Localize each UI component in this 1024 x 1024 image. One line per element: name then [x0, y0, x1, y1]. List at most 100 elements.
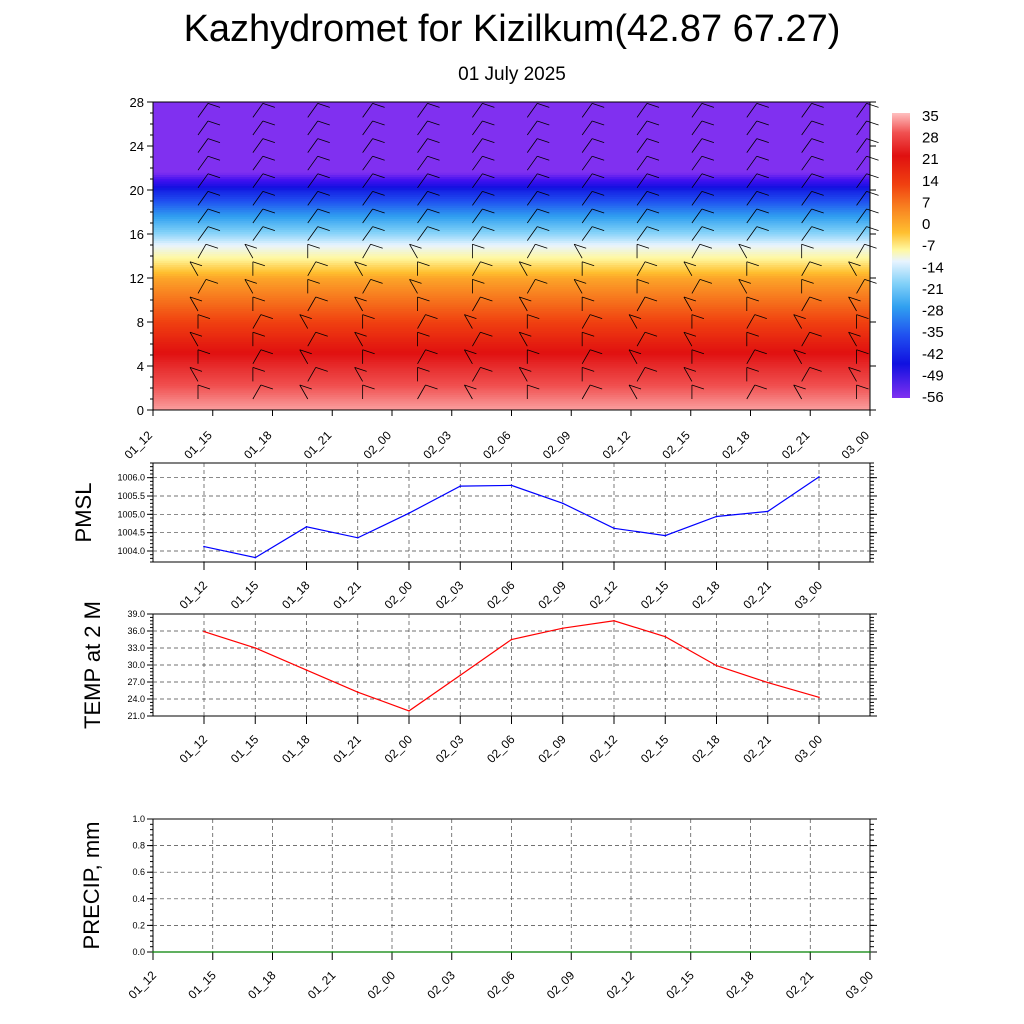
pmsl-panel: 1004.0 1004.5 1005.0 1005.5 1006.0 01_12 01_15… [71, 462, 877, 612]
y-tick-label: 20 [130, 183, 144, 198]
wind-barb [856, 155, 867, 171]
heat-band [153, 378, 870, 382]
wind-barb-flag [866, 120, 879, 126]
wind-barb [573, 244, 583, 259]
y-tick-label: 1004.5 [117, 528, 145, 538]
wind-barb-flag [482, 155, 495, 161]
heat-band [153, 103, 870, 107]
x-tick-label: 02_09 [544, 968, 578, 1002]
x-tick-label: 01_21 [330, 578, 364, 612]
wind-barb-flag [362, 384, 375, 390]
heat-band [153, 389, 870, 393]
wind-barb-flag [252, 331, 266, 337]
heat-band [153, 205, 870, 208]
x-tick-label: 02_09 [540, 428, 574, 462]
x-tick-label: 02_18 [723, 968, 757, 1002]
data-point [510, 638, 513, 641]
x-tick-label: 03_00 [839, 428, 873, 462]
x-tick-label: 01_15 [185, 968, 219, 1002]
wind-barb [252, 384, 262, 400]
wind-barb-flag [262, 120, 276, 126]
wind-barb-flag [354, 331, 367, 337]
wind-barb-flag [809, 367, 822, 372]
wind-barb [691, 208, 703, 224]
wind-barb-flag [701, 191, 715, 196]
wind-barb [636, 191, 648, 206]
heat-band [153, 370, 870, 373]
wind-barb-flag [592, 103, 605, 108]
wind-barb-flag [592, 208, 605, 214]
wind-barb [628, 384, 638, 400]
wind-barb-flag [574, 279, 587, 284]
heat-band [153, 268, 870, 272]
heat-band [153, 172, 870, 175]
heat-band [153, 282, 870, 285]
wind-barb-flag [425, 384, 438, 390]
wind-barb-flag [354, 296, 367, 302]
wind-barb [518, 296, 528, 312]
wind-barb-flag [756, 208, 769, 214]
heat-band [153, 312, 870, 316]
data-point [561, 502, 564, 505]
heat-band [153, 200, 870, 204]
heat-band [153, 224, 870, 228]
wind-barb [691, 173, 703, 189]
heat-band [153, 330, 870, 334]
wind-barb-flag [417, 331, 430, 337]
wind-barb-flag [646, 138, 660, 143]
wind-barb-flag [427, 120, 440, 126]
heat-band [153, 350, 870, 354]
wind-barb-flag [427, 191, 440, 196]
y-tick-label: 1006.0 [117, 473, 145, 483]
heat-band [153, 238, 870, 241]
wind-barb [856, 226, 867, 241]
wind-barb-flag [372, 208, 385, 214]
wind-barb-flag [307, 243, 320, 249]
wind-barb [683, 332, 693, 347]
wind-barb [856, 173, 867, 189]
heat-band [153, 308, 870, 312]
wind-barb [856, 103, 867, 118]
wind-barb [252, 155, 264, 171]
y-tick-label: 0.6 [132, 867, 145, 877]
wind-barb [362, 279, 371, 294]
wind-barb-flag [793, 349, 806, 355]
wind-barb [848, 261, 857, 276]
wind-barb-flag [372, 155, 385, 161]
x-tick-label: 01_15 [181, 428, 215, 462]
heat-band [153, 167, 870, 171]
wind-barb [472, 103, 483, 118]
wind-barb-flag [317, 138, 330, 143]
wind-barb-flag [582, 367, 595, 372]
wind-barb-flag [592, 138, 605, 143]
wind-barb-flag [856, 384, 869, 390]
wind-barb-flag [866, 103, 879, 108]
wind-barb-flag [644, 261, 658, 267]
wind-barb [362, 226, 373, 241]
wind-barb-flag [811, 138, 824, 143]
heat-band [153, 139, 870, 142]
heat-band [153, 216, 870, 219]
wind-barb [801, 120, 813, 136]
heat-band [153, 158, 870, 162]
wind-barb-flag [582, 331, 595, 337]
wind-barb [197, 173, 209, 189]
wind-barb-flag [809, 296, 822, 302]
wind-barb [801, 191, 813, 206]
heat-band [153, 106, 870, 109]
heat-band [153, 290, 870, 294]
wind-barb [252, 349, 262, 364]
wind-barb-flag [866, 191, 879, 196]
wind-barb [746, 349, 756, 364]
heat-band [153, 260, 870, 263]
heat-band [153, 286, 870, 290]
data-point [664, 635, 667, 638]
wind-barb-flag [482, 173, 495, 179]
wind-barb-flag [646, 120, 660, 126]
wind-barb-flag [315, 296, 328, 302]
wind-barb-flag [537, 226, 550, 231]
wind-barb [197, 244, 207, 259]
heat-band [153, 132, 870, 136]
heat-band [153, 403, 870, 406]
